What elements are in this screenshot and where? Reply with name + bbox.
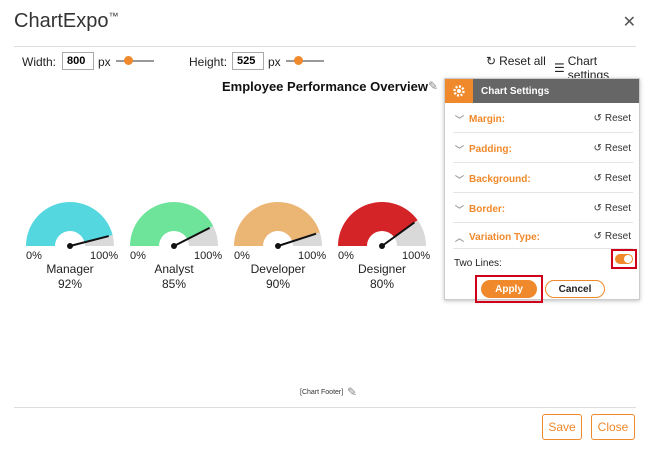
gauge-min-label: 0% — [234, 250, 250, 262]
settings-header: Chart Settings — [445, 79, 639, 103]
chart-settings-panel: Chart Settings ﹀ Margin: ↺ Reset ﹀ Padding:… — [444, 78, 640, 303]
chart-title: Employee Performance Overview — [222, 79, 428, 94]
gauge-hub — [171, 243, 177, 249]
gauge-graphic — [338, 202, 426, 249]
reset-all-button[interactable]: ↻ Reset all — [486, 54, 546, 68]
gauge-track — [292, 232, 322, 246]
gauge-needle — [69, 235, 109, 247]
settings-row-background[interactable]: ﹀ Background: ↺ Reset — [453, 163, 633, 193]
reset-icon: ↻ — [486, 54, 497, 68]
width-slider-knob[interactable] — [124, 56, 133, 65]
save-button[interactable]: Save — [542, 414, 582, 440]
gauge-hub — [379, 243, 385, 249]
gauge-min-label: 0% — [338, 250, 354, 262]
two-lines-label: Two Lines: — [454, 258, 502, 269]
chevron-down-icon: ﹀ — [455, 205, 465, 215]
height-slider-knob[interactable] — [294, 56, 303, 65]
chevron-down-icon: ﹀ — [455, 175, 465, 185]
chevron-down-icon: ﹀ — [455, 145, 465, 155]
gauge-value-label: 92% — [57, 277, 83, 291]
gauge-value-arc — [130, 202, 214, 246]
gauge-hub — [275, 243, 281, 249]
cancel-button[interactable]: Cancel — [545, 280, 605, 298]
gauge-graphic — [26, 201, 114, 249]
chevron-down-icon: ﹀ — [455, 115, 465, 125]
reset-icon: ↺ — [593, 231, 602, 242]
gauge-value-label: 90% — [265, 277, 291, 291]
width-input[interactable] — [62, 52, 94, 70]
gauge-track — [187, 226, 218, 246]
gauge-name-label: Designer — [357, 262, 407, 276]
gauge-max-label: 100% — [90, 250, 119, 262]
settings-row-margin[interactable]: ﹀ Margin: ↺ Reset — [453, 103, 633, 133]
gauge-graphic — [234, 201, 322, 249]
gauge-value-arc — [338, 202, 418, 246]
width-slider[interactable] — [116, 56, 154, 65]
reset-icon: ↺ — [593, 113, 602, 124]
edit-title-icon[interactable]: ✎ — [428, 79, 439, 93]
reset-icon: ↺ — [593, 143, 602, 154]
two-lines-toggle[interactable] — [615, 254, 633, 264]
height-unit: px — [268, 55, 281, 69]
gauge-name-label: Developer — [250, 262, 306, 276]
gauge-min-label: 0% — [26, 250, 42, 262]
apply-button[interactable]: Apply — [481, 280, 537, 298]
reset-icon: ↺ — [593, 173, 602, 184]
gauge-value-arc — [26, 201, 113, 246]
close-button[interactable]: Close — [591, 414, 635, 440]
gauge-value-label: 80% — [369, 277, 395, 291]
gauge-min-label: 0% — [130, 250, 146, 262]
gauge-track — [394, 220, 426, 246]
sliders-icon: ☰ — [554, 61, 565, 75]
close-icon[interactable]: ✕ — [622, 14, 636, 31]
gauge-name-label: Analyst — [154, 262, 194, 276]
reset-variation-type-button[interactable]: ↺ Reset — [593, 231, 631, 242]
height-input[interactable] — [232, 52, 264, 70]
app-title: ChartExpo™ — [14, 10, 119, 32]
gear-icon — [445, 79, 473, 103]
settings-row-border[interactable]: ﹀ Border: ↺ Reset — [453, 193, 633, 223]
apply-highlight: Apply — [475, 275, 543, 303]
gauge-value-arc — [234, 201, 320, 246]
divider — [14, 46, 636, 47]
settings-row-padding[interactable]: ﹀ Padding: ↺ Reset — [453, 133, 633, 163]
width-label: Width: — [22, 55, 57, 69]
edit-footer-icon[interactable]: ✎ — [347, 385, 358, 399]
gauge-needle — [173, 226, 211, 247]
reset-margin-button[interactable]: ↺ Reset — [593, 113, 631, 124]
gauge-max-label: 100% — [298, 250, 327, 262]
gauge-max-label: 100% — [194, 250, 223, 262]
reset-background-button[interactable]: ↺ Reset — [593, 173, 631, 184]
gauge-needle — [381, 221, 415, 247]
gauge-graphic — [130, 202, 218, 249]
height-slider[interactable] — [286, 56, 324, 65]
divider — [14, 407, 636, 408]
gauge-max-label: 100% — [402, 250, 431, 262]
toolbar: Width: px Height: px ↻Reset all ☰Chart s… — [22, 52, 636, 82]
height-label: Height: — [189, 55, 228, 69]
width-unit: px — [98, 55, 111, 69]
reset-border-button[interactable]: ↺ Reset — [593, 203, 631, 214]
chart-footer: [Chart Footer] — [300, 389, 344, 396]
gauge-track — [84, 235, 114, 246]
reset-icon: ↺ — [593, 203, 602, 214]
two-lines-toggle-highlight — [611, 249, 637, 269]
settings-row-variation-type[interactable]: ︿ Variation Type: ↺ Reset — [453, 221, 633, 249]
gauge-name-label: Manager — [46, 262, 94, 276]
gauge-hub — [67, 243, 73, 249]
chevron-up-icon: ︿ — [455, 233, 465, 243]
gauge-value-label: 85% — [161, 277, 187, 291]
reset-padding-button[interactable]: ↺ Reset — [593, 143, 631, 154]
gauge-needle — [277, 232, 317, 247]
